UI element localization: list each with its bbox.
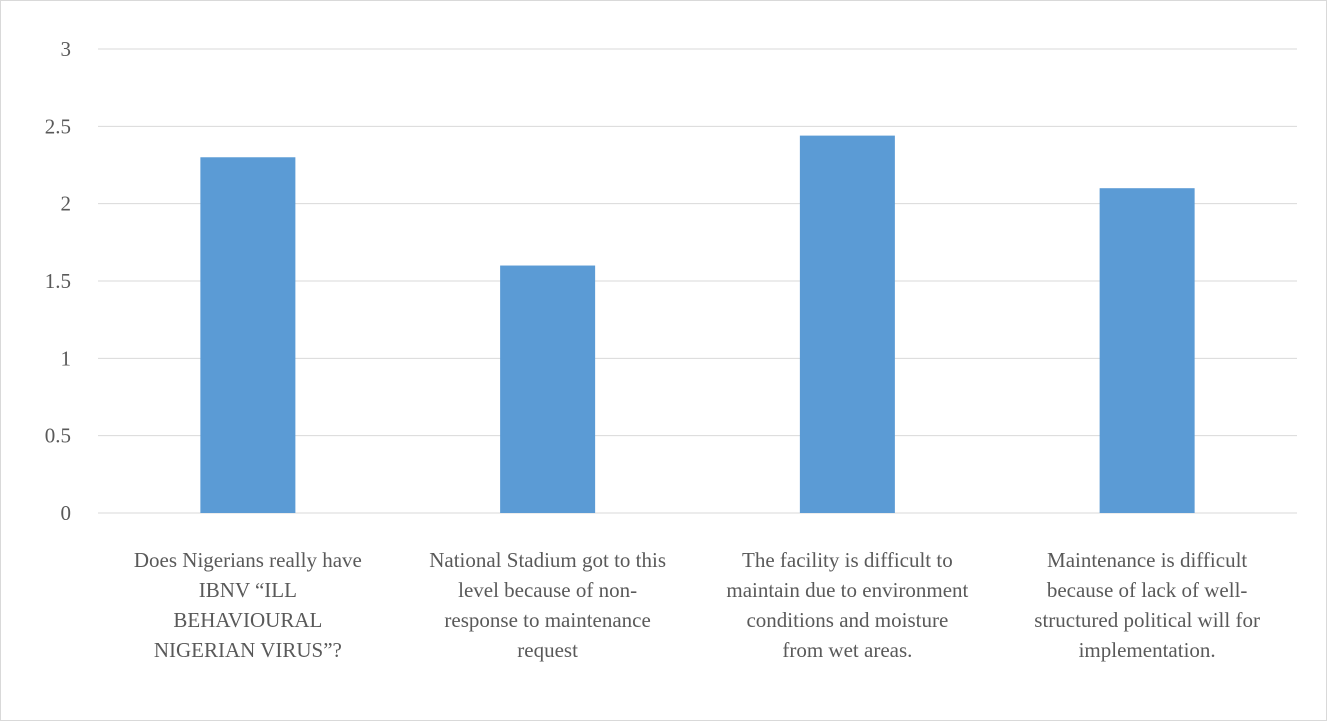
gridlines bbox=[98, 48, 1297, 514]
x-category-label-line: conditions and moisture bbox=[746, 608, 948, 632]
x-category-label-line: NIGERIAN VIRUS”? bbox=[154, 638, 342, 662]
y-tick-label: 0 bbox=[61, 501, 72, 525]
x-category-label-line: structured political will for bbox=[1034, 608, 1260, 632]
bar bbox=[799, 135, 895, 513]
x-category-label-line: Does Nigerians really have bbox=[134, 548, 362, 572]
x-category-label-line: from wet areas. bbox=[782, 638, 912, 662]
x-category-label-line: IBNV “ILL bbox=[199, 578, 297, 602]
bars bbox=[200, 135, 1195, 513]
bar bbox=[500, 265, 596, 513]
bar bbox=[200, 157, 296, 513]
y-tick-label: 0.5 bbox=[45, 424, 71, 448]
x-category-label-line: response to maintenance bbox=[444, 608, 650, 632]
y-tick-label: 2 bbox=[61, 192, 72, 216]
bar bbox=[1099, 188, 1195, 513]
x-category-label-line: request bbox=[517, 638, 578, 662]
x-category-label-line: BEHAVIOURAL bbox=[173, 608, 322, 632]
y-tick-label: 2.5 bbox=[45, 114, 71, 138]
x-category-label: National Stadium got to this level becaus… bbox=[429, 548, 666, 662]
y-axis-tick-labels: 0 0.5 1 1.5 2 2.5 3 bbox=[45, 37, 71, 525]
x-category-label: Does Nigerians really have IBNV “ILL BEHAV… bbox=[134, 548, 362, 662]
x-category-label: Maintenance is difficult because of lack … bbox=[1034, 548, 1260, 662]
y-tick-label: 1 bbox=[61, 346, 72, 370]
x-category-label-line: implementation. bbox=[1079, 638, 1216, 662]
x-category-label-line: National Stadium got to this bbox=[429, 548, 666, 572]
x-axis-category-labels: Does Nigerians really have IBNV “ILL BEHAV… bbox=[134, 548, 1260, 662]
x-category-label-line: because of lack of well- bbox=[1047, 578, 1248, 602]
x-category-label-line: maintain due to environment bbox=[726, 578, 968, 602]
x-category-label: The facility is difficult to maintain due… bbox=[726, 548, 968, 662]
y-tick-label: 1.5 bbox=[45, 269, 71, 293]
y-tick-label: 3 bbox=[61, 37, 72, 61]
x-category-label-line: level because of non- bbox=[458, 578, 637, 602]
x-category-label-line: Maintenance is difficult bbox=[1047, 548, 1247, 572]
x-category-label-line: The facility is difficult to bbox=[742, 548, 953, 572]
